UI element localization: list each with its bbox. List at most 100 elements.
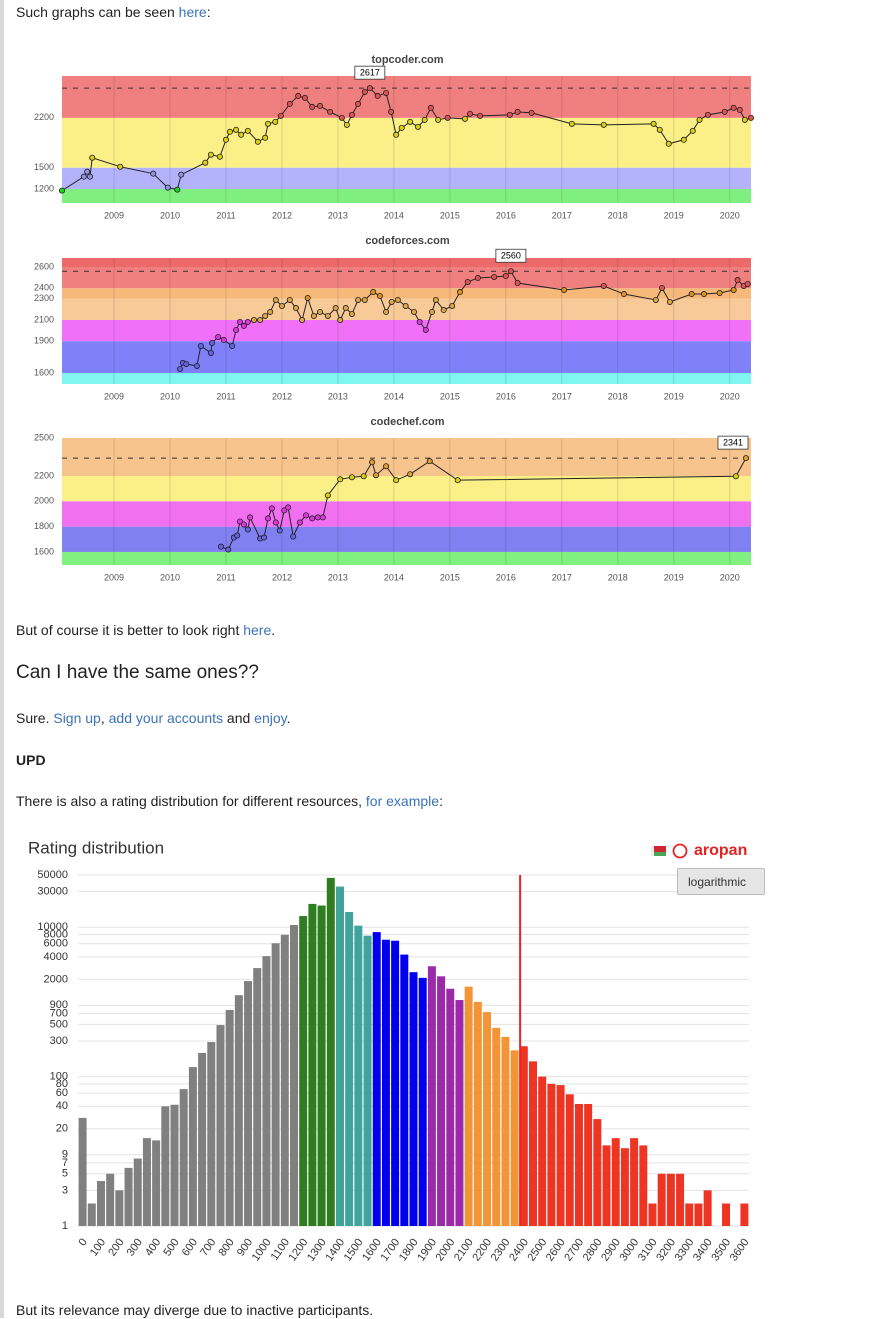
rating-point [427, 104, 434, 111]
rating-point [244, 526, 251, 533]
x-tick-label: 3200 [654, 1237, 678, 1264]
text: . [286, 710, 291, 726]
link[interactable]: for example [365, 793, 440, 809]
bar [418, 977, 427, 1226]
rating-point [383, 308, 390, 315]
rating-point [422, 326, 429, 333]
text: There is also a rating distribution for … [16, 793, 366, 809]
y-tick-label: 1200 [34, 183, 54, 193]
rating-point [393, 477, 400, 484]
rating-point [748, 114, 755, 121]
rating-point [454, 477, 461, 484]
rating-point [86, 173, 93, 180]
y-tick-label: 2000 [44, 973, 68, 985]
bar [400, 954, 409, 1226]
bar [464, 986, 473, 1226]
rating-point [666, 298, 673, 305]
x-tick-label: 100 [88, 1237, 108, 1259]
x-tick-label: 1400 [323, 1237, 347, 1264]
rating-point [286, 296, 293, 303]
x-tick-label: 2200 [470, 1237, 494, 1264]
rating-point [240, 521, 247, 528]
rating-point [261, 534, 268, 541]
x-tick-label: 1000 [250, 1237, 274, 1264]
x-tick-label: 2009 [104, 572, 124, 582]
rating-point [355, 296, 362, 303]
y-tick-label: 1600 [34, 367, 54, 377]
paragraph: But of course it is better to look right… [16, 621, 275, 639]
rating-point [650, 120, 657, 127]
bar [262, 956, 271, 1226]
rating-point [304, 294, 311, 301]
rating-point [303, 512, 310, 519]
x-tick-label: 2010 [160, 572, 180, 582]
x-tick-label: 2012 [272, 572, 292, 582]
rating-point [272, 118, 279, 125]
x-tick-label: 2010 [160, 210, 180, 220]
rating-point [337, 316, 344, 323]
user-link[interactable]: aropan [694, 842, 747, 859]
rating-point [59, 187, 66, 194]
rating-point [254, 138, 261, 145]
rating-point [383, 89, 390, 96]
x-tick-label: 2018 [608, 572, 628, 582]
rating-point [319, 514, 326, 521]
bar [170, 1104, 179, 1226]
rating-band [62, 341, 751, 373]
rating-point [233, 326, 240, 333]
rating-point [240, 322, 247, 329]
y-tick-label: 1 [62, 1220, 68, 1232]
link[interactable]: here [243, 622, 272, 638]
bar [225, 1009, 234, 1226]
y-tick-label: 1800 [34, 521, 54, 531]
paragraph: Can I have the same ones?? [16, 663, 259, 682]
bar [483, 1012, 492, 1226]
max-label-box [717, 435, 749, 450]
rating-band [62, 76, 751, 118]
link[interactable]: here [178, 4, 207, 20]
bar [519, 1046, 528, 1226]
x-tick-label: 3000 [617, 1237, 641, 1264]
rating-point [665, 140, 672, 147]
x-tick-label: 2016 [496, 210, 516, 220]
rating-point [226, 128, 233, 135]
rating-point [528, 109, 535, 116]
x-tick-label: 2011 [216, 391, 235, 401]
bar [694, 1203, 703, 1226]
rating-band [62, 551, 751, 565]
y-tick-label: 1600 [34, 546, 54, 556]
y-tick-label: 50000 [37, 869, 68, 881]
rating-point [285, 504, 292, 511]
y-tick-label: 2300 [34, 293, 54, 303]
bar [722, 1203, 731, 1226]
rating-point [388, 108, 395, 115]
y-tick-label: 20 [56, 1123, 68, 1135]
bar [455, 1000, 464, 1226]
rating-point [244, 127, 251, 134]
x-tick-label: 1300 [305, 1237, 329, 1264]
rating-point [272, 296, 279, 303]
link[interactable]: Sign up [53, 710, 101, 726]
rating-band [62, 319, 751, 342]
x-tick-label: 2015 [440, 210, 460, 220]
rating-point [507, 268, 514, 275]
rating-point [700, 291, 707, 298]
bar [648, 1203, 657, 1226]
y-tick-label: 2100 [34, 314, 54, 324]
rating-point [369, 459, 376, 466]
x-tick-label: 2012 [272, 391, 292, 401]
x-tick-label: 1200 [287, 1237, 311, 1264]
max-label-box [495, 248, 527, 263]
rating-point [257, 316, 264, 323]
rating-point [268, 505, 275, 512]
max-label: 2617 [360, 68, 380, 78]
bar [179, 1089, 188, 1226]
bar [666, 1173, 675, 1226]
max-label: 2341 [723, 438, 743, 448]
log-toggle-button[interactable]: logarithmic [677, 868, 765, 895]
rating-point [89, 154, 96, 161]
link[interactable]: enjoy [254, 710, 287, 726]
link[interactable]: add your accounts [108, 710, 224, 726]
rating-point [286, 100, 293, 107]
